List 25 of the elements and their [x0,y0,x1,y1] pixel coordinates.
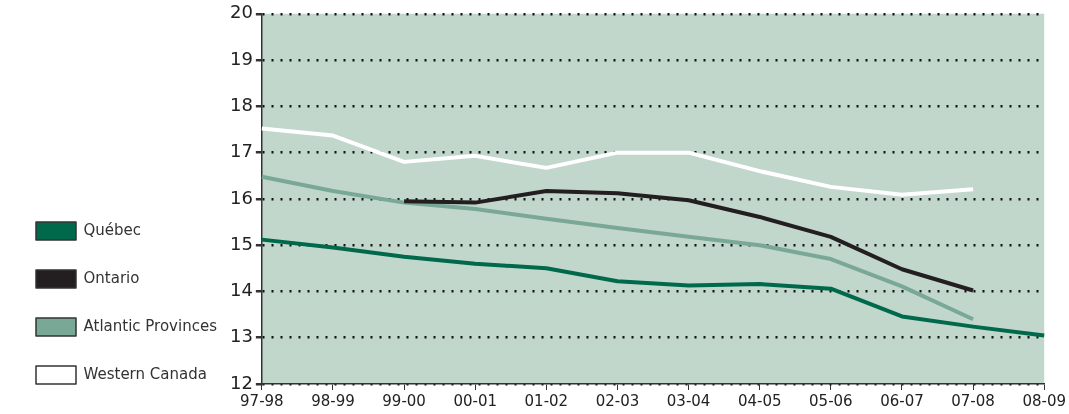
x-tick-label: 97-98 [240,391,284,410]
y-tick-label: 12 [229,371,253,393]
y-tick-label: 19 [229,47,253,69]
x-tick-label: 04-05 [737,391,782,410]
legend-label: Ontario [83,268,140,287]
x-tick-label: 06-07 [880,391,924,410]
legend-label: Atlantic Provinces [83,316,218,335]
x-tick-label: 05-06 [809,391,853,410]
x-tick-label: 02-03 [595,391,640,410]
y-tick-label: 17 [229,140,253,162]
y-tick-label: 20 [229,1,253,23]
x-tick-label: 99-00 [382,391,426,410]
x-tick-label: 08-09 [1022,391,1066,410]
y-tick-label: 16 [229,186,253,208]
x-tick-label: 01-02 [524,391,569,410]
y-tick-label: 13 [229,325,253,347]
x-tick-label: 03-04 [666,391,711,410]
y-tick-label: 18 [229,94,253,116]
x-tick-label: 00-01 [453,391,498,410]
x-tick-label: 07-08 [951,391,995,410]
legend-label: Québec [83,220,142,239]
legend-label: Western Canada [83,364,207,383]
y-tick-label: 14 [229,279,253,301]
y-tick-label: 15 [229,232,253,254]
x-tick-label: 98-99 [311,391,355,410]
